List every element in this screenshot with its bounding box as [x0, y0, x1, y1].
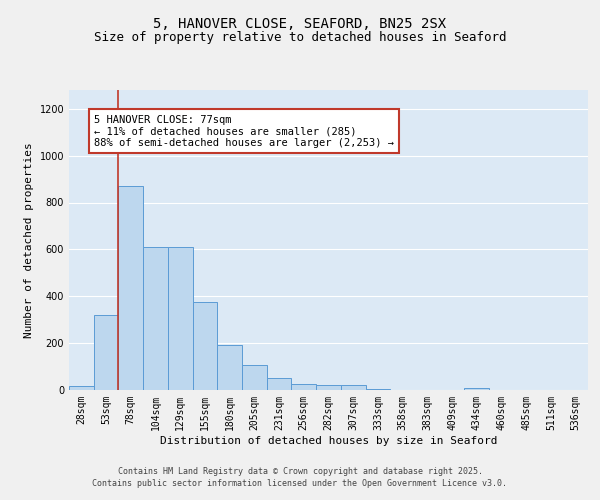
- Text: 5 HANOVER CLOSE: 77sqm
← 11% of detached houses are smaller (285)
88% of semi-de: 5 HANOVER CLOSE: 77sqm ← 11% of detached…: [94, 114, 394, 148]
- Bar: [118, 186, 143, 390]
- Bar: [69, 386, 94, 390]
- Bar: [193, 302, 217, 390]
- Y-axis label: Number of detached properties: Number of detached properties: [24, 142, 34, 338]
- Bar: [168, 247, 193, 390]
- Bar: [94, 315, 118, 390]
- Text: Size of property relative to detached houses in Seaford: Size of property relative to detached ho…: [94, 31, 506, 44]
- Bar: [316, 386, 341, 390]
- Bar: [464, 388, 489, 390]
- X-axis label: Distribution of detached houses by size in Seaford: Distribution of detached houses by size …: [160, 436, 497, 446]
- Bar: [217, 346, 242, 390]
- Text: Contains HM Land Registry data © Crown copyright and database right 2025.
Contai: Contains HM Land Registry data © Crown c…: [92, 466, 508, 487]
- Bar: [341, 386, 365, 390]
- Bar: [267, 378, 292, 390]
- Text: 5, HANOVER CLOSE, SEAFORD, BN25 2SX: 5, HANOVER CLOSE, SEAFORD, BN25 2SX: [154, 18, 446, 32]
- Bar: [242, 366, 267, 390]
- Bar: [292, 384, 316, 390]
- Bar: [143, 247, 168, 390]
- Bar: [365, 389, 390, 390]
